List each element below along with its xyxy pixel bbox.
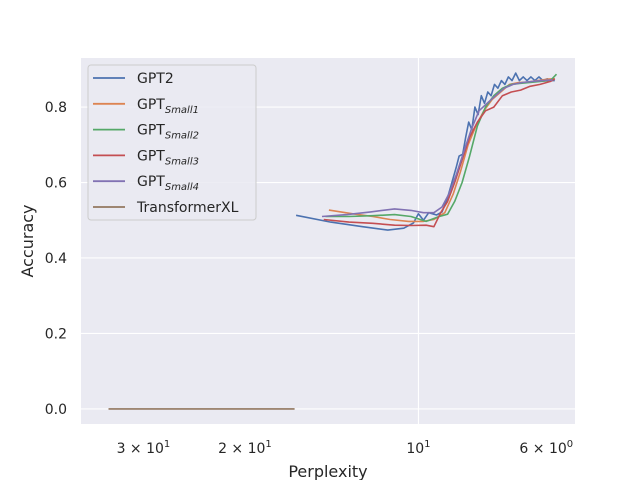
legend-label: GPTSmall3 xyxy=(137,148,199,167)
series-line-5 xyxy=(321,79,553,218)
x-tick-label: 3 × 101 xyxy=(117,439,171,457)
y-tick-label: 0.6 xyxy=(45,176,67,192)
y-axis-title: Accuracy xyxy=(18,204,37,277)
x-axis-title: Perplexity xyxy=(288,462,367,480)
series-line-4 xyxy=(323,78,556,228)
x-tick-label: 6 × 100 xyxy=(519,439,573,457)
series-layer xyxy=(108,72,558,410)
legend-label: GPTSmall4 xyxy=(137,174,199,193)
y-tick-label: 0.4 xyxy=(45,251,67,267)
legend-label: TransformerXL xyxy=(136,200,239,216)
legend-label: GPT2 xyxy=(137,71,174,87)
legend: GPT2 GPTSmall1 GPTSmall2 GPTSmall3 GPTSmall4… xyxy=(87,64,257,221)
x-tick-label: 101 xyxy=(406,439,430,457)
x-tick-labels: 3 × 101 2 × 101 101 6 × 100 xyxy=(117,439,574,457)
y-tick-label: 0.0 xyxy=(45,402,67,418)
y-tick-label: 0.2 xyxy=(45,326,67,342)
x-tick-label: 2 × 101 xyxy=(218,439,272,457)
y-tick-label: 0.8 xyxy=(45,100,67,116)
y-tick-labels: 0.0 0.2 0.4 0.6 0.8 xyxy=(45,100,67,418)
legend-label: GPTSmall1 xyxy=(137,97,199,116)
series-line-1 xyxy=(295,72,555,231)
legend-box xyxy=(87,64,257,221)
legend-label: GPTSmall2 xyxy=(137,123,199,142)
